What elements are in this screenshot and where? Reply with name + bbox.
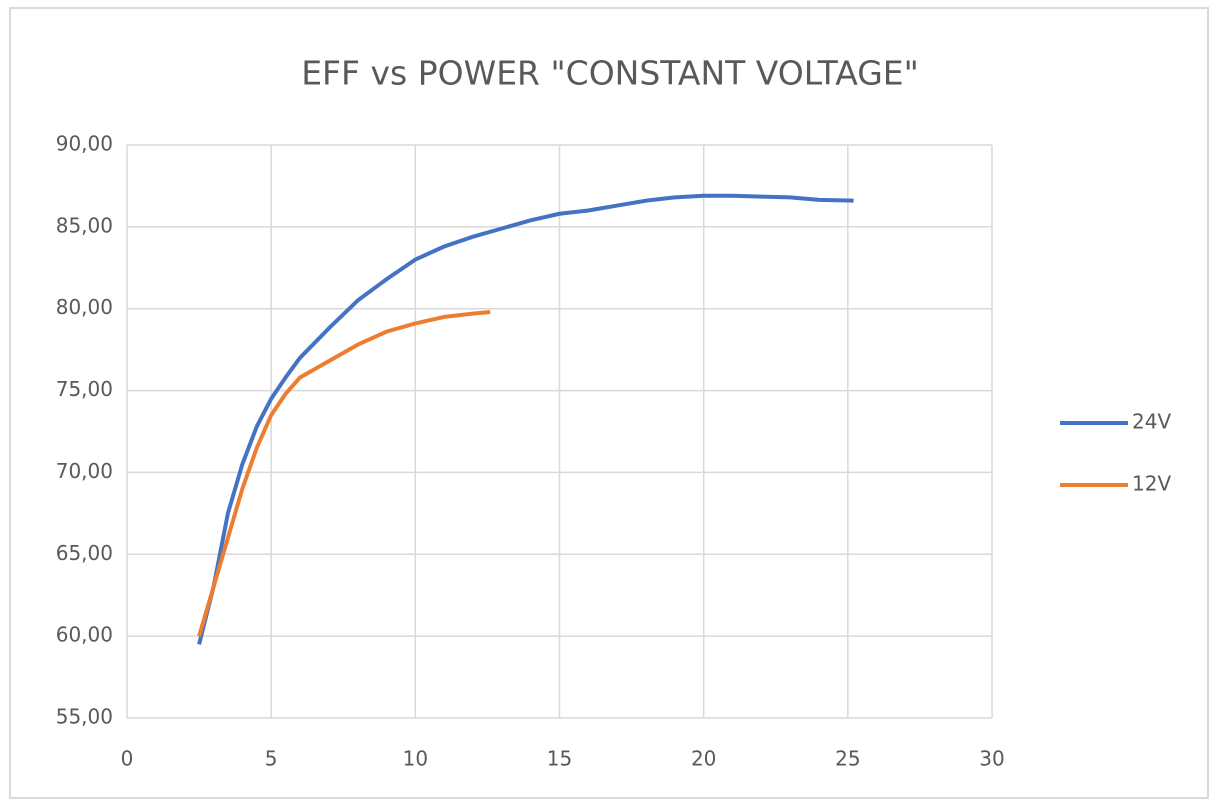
legend-label: 24V [1132,410,1171,434]
x-tick-label: 15 [547,747,572,771]
x-tick-label: 20 [691,747,716,771]
y-tick-label: 60,00 [56,623,113,647]
y-tick-label: 85,00 [56,213,113,237]
line-series [197,193,854,645]
y-tick-label: 55,00 [56,705,113,729]
x-tick-label: 0 [121,747,134,771]
y-tick-label: 75,00 [56,377,113,401]
chart-border [9,7,1209,799]
x-tick-label: 10 [403,747,428,771]
y-tick-label: 80,00 [56,295,113,319]
chart-title: EFF vs POWER "CONSTANT VOLTAGE" [301,54,919,93]
x-tick-label: 30 [979,747,1004,771]
y-tick-label: 65,00 [56,541,113,565]
y-tick-label: 70,00 [56,459,113,483]
line-series [197,309,491,637]
y-tick-label: 90,00 [56,132,113,156]
legend-label: 12V [1132,472,1171,496]
x-tick-label: 25 [835,747,860,771]
x-tick-label: 5 [265,747,278,771]
